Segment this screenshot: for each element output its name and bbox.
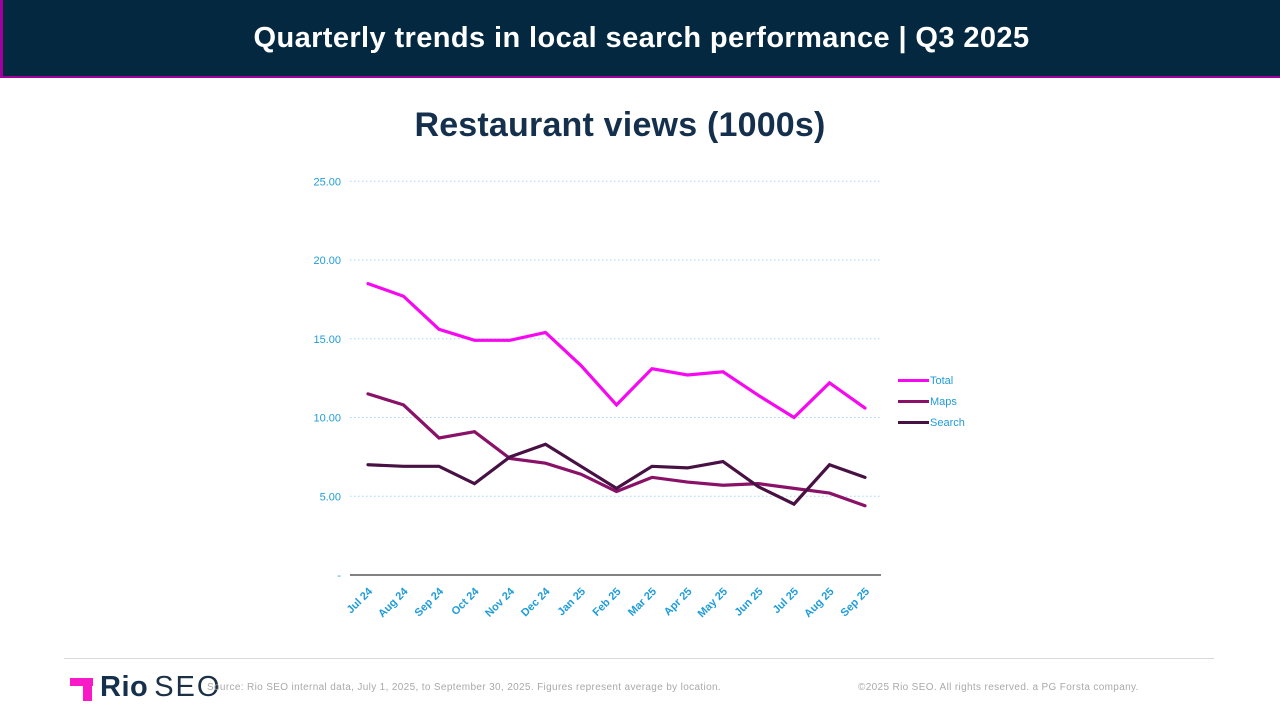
series-line-search bbox=[366, 442, 867, 507]
legend-swatch-search bbox=[898, 421, 929, 424]
rio-seo-logo: Rio SEO bbox=[70, 666, 221, 708]
x-axis-label: Jul 25 bbox=[771, 586, 802, 617]
x-axis-label: May 25 bbox=[696, 586, 730, 620]
x-axis-label: Jun 25 bbox=[732, 586, 765, 619]
legend-item-search: Search bbox=[898, 412, 965, 433]
source-note: Source: Rio SEO internal data, July 1, 2… bbox=[207, 682, 722, 693]
logo-text-seo: SEO bbox=[154, 670, 222, 703]
series-line-total bbox=[366, 282, 867, 420]
x-axis-label: Aug 25 bbox=[802, 586, 836, 620]
x-axis-label: Dec 24 bbox=[519, 585, 553, 619]
footer-divider bbox=[64, 658, 1214, 659]
legend-label-search: Search bbox=[930, 416, 965, 429]
logo-bar-shape bbox=[70, 678, 93, 686]
logo-stem-shape bbox=[83, 686, 92, 701]
header-bar: Quarterly trends in local search perform… bbox=[0, 0, 1280, 78]
legend-swatch-maps bbox=[898, 400, 929, 403]
y-axis-label: 5.00 bbox=[320, 491, 341, 503]
copyright-note: ©2025 Rio SEO. All rights reserved. a PG… bbox=[858, 682, 1139, 693]
x-axis-label: Sep 25 bbox=[839, 586, 873, 620]
x-axis-label: Mar 25 bbox=[626, 586, 659, 619]
chart-title: Restaurant views (1000s) bbox=[414, 106, 826, 144]
series-line-maps bbox=[366, 392, 867, 508]
x-axis-label: Feb 25 bbox=[590, 586, 623, 619]
logo-text-rio: Rio bbox=[100, 670, 149, 703]
slide-title: Quarterly trends in local search perform… bbox=[253, 21, 1030, 54]
legend-label-total: Total bbox=[930, 374, 954, 387]
x-axis-label: Aug 24 bbox=[376, 585, 411, 620]
x-axis-label: Jul 24 bbox=[345, 585, 376, 616]
y-axis-label: 15.00 bbox=[313, 334, 341, 346]
y-axis-label: 10.00 bbox=[313, 413, 341, 425]
legend-label-maps: Maps bbox=[930, 395, 957, 408]
y-axis-label: 25.00 bbox=[313, 176, 341, 188]
x-axis-label: Jan 25 bbox=[555, 586, 588, 619]
x-axis-label: Sep 24 bbox=[413, 585, 447, 619]
legend-swatch-total bbox=[898, 379, 929, 382]
y-axis-label: 20.00 bbox=[313, 255, 341, 267]
rio-seo-logo-icon bbox=[70, 671, 94, 703]
x-axis-label: Apr 25 bbox=[662, 586, 695, 619]
legend-item-maps: Maps bbox=[898, 391, 965, 412]
x-axis-label: Oct 24 bbox=[449, 585, 482, 618]
legend-item-total: Total bbox=[898, 370, 965, 391]
y-axis-zero-label: - bbox=[337, 570, 341, 582]
x-axis-label: Nov 24 bbox=[483, 585, 518, 620]
chart-legend: Total Maps Search bbox=[898, 370, 965, 433]
